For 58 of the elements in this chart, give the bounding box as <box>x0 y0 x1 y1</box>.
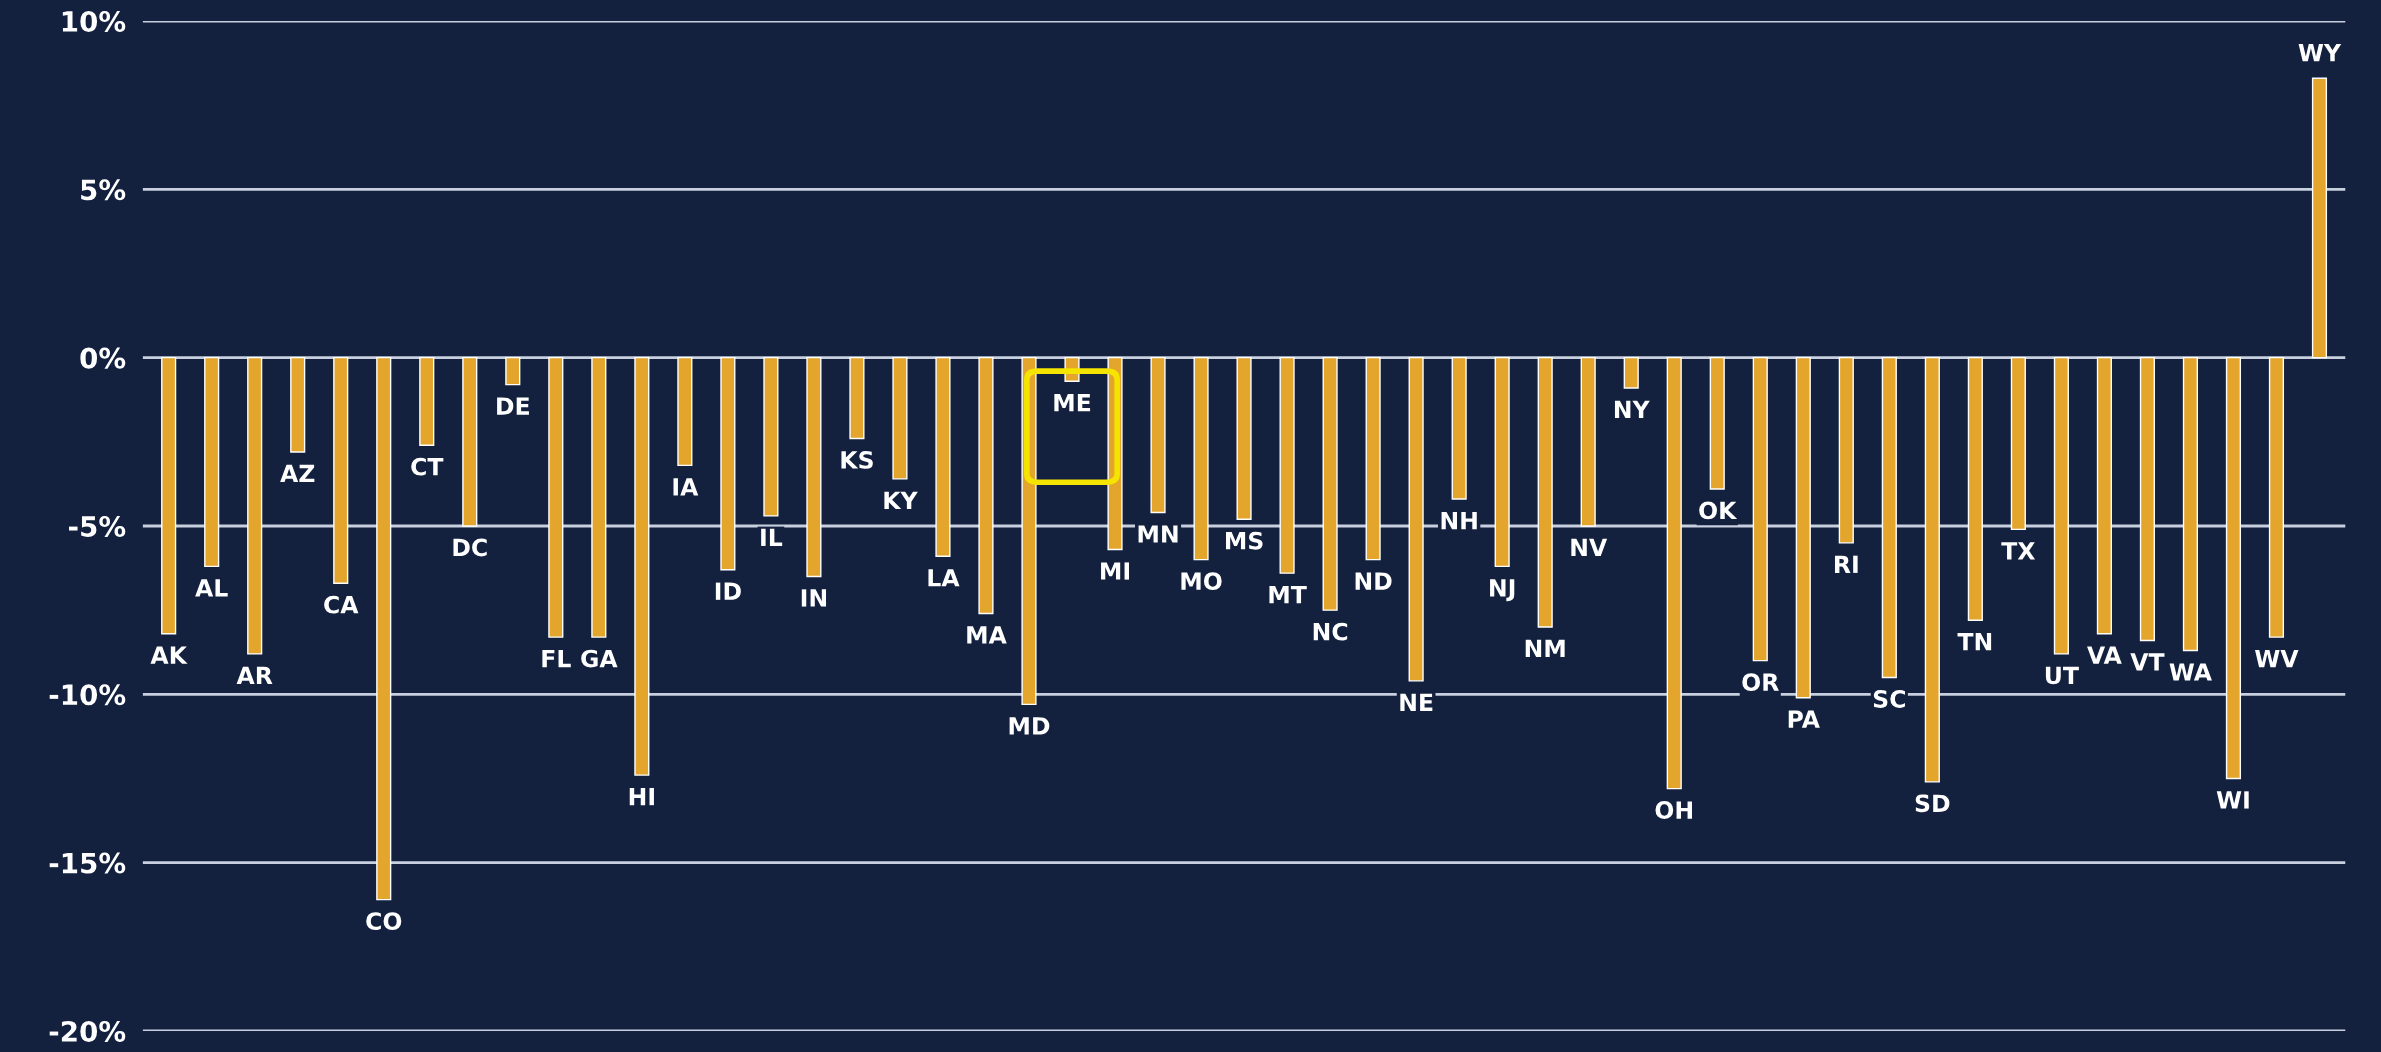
x-tick-label: WI <box>2216 791 2249 809</box>
x-tick-label: WY <box>2298 44 2342 62</box>
x-tick-label: IA <box>673 478 699 496</box>
y-tick-label: -10% <box>49 684 126 706</box>
y-tick-label: 10% <box>62 10 126 32</box>
x-tick-label: AR <box>236 666 273 684</box>
x-tick-label: UT <box>2045 666 2079 685</box>
x-tick-label: NC <box>1313 622 1348 641</box>
x-tick-label: LA <box>928 569 960 587</box>
x-tick-label: MN <box>1138 525 1178 543</box>
x-tick-label: KS <box>841 451 873 469</box>
y-tick-label: -20% <box>49 1020 126 1042</box>
x-tick-label: WV <box>2255 649 2299 668</box>
x-tick-label: OH <box>1655 801 1692 819</box>
x-tick-label: HI <box>629 787 654 806</box>
x-tick-label: NJ <box>1490 579 1515 602</box>
x-tick-label: CA <box>324 595 359 614</box>
x-tick-label: GA <box>581 649 618 668</box>
x-tick-label: WA <box>2169 663 2212 681</box>
y-tick-label: 0% <box>80 347 126 369</box>
x-tick-label: VA <box>2087 646 2122 664</box>
x-tick-label: IN <box>801 589 827 607</box>
x-tick-label: MO <box>1181 572 1222 591</box>
x-tick-label: ND <box>1355 572 1392 590</box>
x-tick-label: FL <box>542 649 571 668</box>
x-tick-label: ME <box>1054 394 1091 412</box>
x-tick-label: NM <box>1525 639 1565 658</box>
x-tick-label: DC <box>453 538 487 557</box>
x-tick-label: MA <box>967 626 1007 644</box>
x-tick-label: OK <box>1699 501 1738 520</box>
x-tick-label: MI <box>1101 562 1129 580</box>
x-tick-label: IL <box>761 528 783 546</box>
x-tick-label: ID <box>715 582 741 600</box>
x-tick-label: TN <box>1957 633 1992 651</box>
x-tick-label: DE <box>497 397 529 415</box>
x-tick-label: AK <box>150 646 188 664</box>
x-tick-label: RI <box>1834 555 1858 573</box>
y-tick-label: -5% <box>69 515 126 537</box>
x-tick-label: KY <box>884 491 918 509</box>
x-tick-label: MD <box>1009 717 1050 735</box>
x-tick-label: OR <box>1742 673 1779 692</box>
x-tick-label: NH <box>1441 511 1477 530</box>
x-tick-label: CO <box>366 912 402 931</box>
y-tick-label: -15% <box>49 852 126 874</box>
x-tick-label: NY <box>1614 400 1650 419</box>
x-tick-label: NE <box>1400 693 1433 711</box>
x-tick-label: NV <box>1571 538 1608 557</box>
x-tick-label: VT <box>2130 653 2165 671</box>
x-tick-label: PA <box>1788 710 1820 728</box>
x-tick-label: MS <box>1225 531 1263 550</box>
x-tick-label: AL <box>195 579 228 597</box>
x-tick-label: SD <box>1915 794 1950 813</box>
x-tick-label: TX <box>2001 542 2036 560</box>
x-tick-label: AZ <box>280 464 315 482</box>
x-tick-label: SC <box>1873 690 1905 708</box>
x-tick-label: MT <box>1269 585 1307 604</box>
y-tick-label: 5% <box>81 179 126 201</box>
x-tick-label: CT <box>411 457 444 476</box>
